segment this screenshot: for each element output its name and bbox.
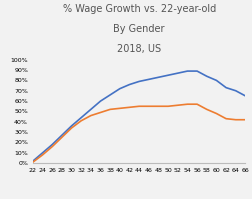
Male bbox=[99, 100, 102, 102]
Male bbox=[176, 72, 179, 74]
Male bbox=[214, 79, 217, 82]
Female bbox=[204, 108, 207, 111]
Text: 2018, US: 2018, US bbox=[117, 44, 161, 54]
Female bbox=[99, 111, 102, 114]
Male bbox=[79, 116, 82, 119]
Male bbox=[166, 74, 169, 76]
Female bbox=[243, 119, 246, 121]
Female bbox=[233, 119, 236, 121]
Male bbox=[41, 152, 44, 154]
Line: Male: Male bbox=[33, 71, 244, 161]
Male bbox=[31, 160, 34, 162]
Male bbox=[118, 88, 121, 90]
Male bbox=[70, 125, 73, 127]
Text: By Gender: By Gender bbox=[113, 24, 164, 34]
Male bbox=[89, 108, 92, 111]
Female bbox=[224, 117, 227, 120]
Female bbox=[176, 104, 179, 106]
Line: Female: Female bbox=[33, 104, 244, 162]
Male bbox=[137, 80, 140, 83]
Female bbox=[166, 105, 169, 107]
Female bbox=[31, 161, 34, 163]
Female bbox=[137, 105, 140, 107]
Female bbox=[50, 145, 53, 148]
Female bbox=[128, 106, 131, 108]
Male bbox=[185, 70, 188, 72]
Female bbox=[147, 105, 150, 107]
Male bbox=[60, 134, 63, 137]
Female bbox=[214, 112, 217, 115]
Female bbox=[60, 136, 63, 139]
Male bbox=[147, 78, 150, 81]
Female bbox=[41, 154, 44, 156]
Female bbox=[118, 107, 121, 109]
Male bbox=[204, 75, 207, 77]
Female bbox=[185, 103, 188, 105]
Female bbox=[108, 108, 111, 111]
Female bbox=[195, 103, 198, 105]
Male bbox=[195, 70, 198, 72]
Male bbox=[224, 86, 227, 89]
Text: % Wage Growth vs. 22-year-old: % Wage Growth vs. 22-year-old bbox=[62, 4, 215, 14]
Male bbox=[50, 143, 53, 146]
Male bbox=[243, 95, 246, 97]
Female bbox=[70, 127, 73, 129]
Female bbox=[79, 120, 82, 122]
Female bbox=[89, 114, 92, 117]
Male bbox=[156, 76, 159, 78]
Male bbox=[128, 83, 131, 86]
Female bbox=[156, 105, 159, 107]
Male bbox=[233, 90, 236, 92]
Male bbox=[108, 94, 111, 96]
